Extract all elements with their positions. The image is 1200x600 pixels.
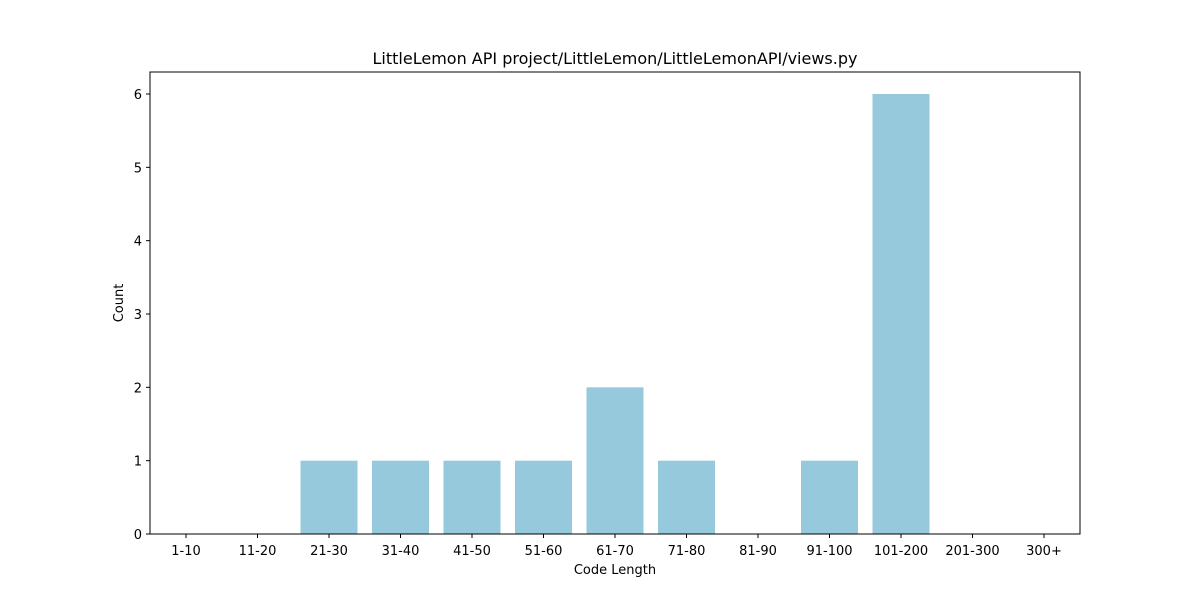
x-tick-label-21-30: 21-30 xyxy=(310,544,348,559)
x-axis-label: Code Length xyxy=(574,563,656,578)
y-tick-label-5: 5 xyxy=(134,161,142,176)
x-tick-label-101-200: 101-200 xyxy=(874,544,928,559)
x-tick-label-71-80: 71-80 xyxy=(668,544,706,559)
y-tick-label-3: 3 xyxy=(134,308,142,323)
bar-31-40 xyxy=(372,460,429,534)
bar-41-50 xyxy=(443,460,501,534)
bar-91-100 xyxy=(801,460,858,534)
x-tick-label-91-100: 91-100 xyxy=(806,544,852,559)
y-tick-label-2: 2 xyxy=(134,381,142,396)
x-tick-label-11-20: 11-20 xyxy=(239,544,277,559)
chart-title: LittleLemon API project/LittleLemon/Litt… xyxy=(373,49,858,68)
y-tick-label-4: 4 xyxy=(134,235,142,250)
bar-21-30 xyxy=(300,460,358,534)
x-tick-label-61-70: 61-70 xyxy=(596,544,634,559)
y-axis: 0 1 2 3 4 5 6 xyxy=(134,88,150,543)
bar-61-70 xyxy=(586,387,644,534)
y-tick-label-0: 0 xyxy=(134,528,142,543)
x-tick-label-41-50: 41-50 xyxy=(453,544,491,559)
bar-71-80 xyxy=(658,460,715,534)
x-tick-label-1-10: 1-10 xyxy=(171,544,201,559)
bar-101-200 xyxy=(872,94,930,534)
y-tick-label-6: 6 xyxy=(134,88,142,103)
y-axis-label: Count xyxy=(112,284,127,323)
x-tick-label-31-40: 31-40 xyxy=(382,544,420,559)
x-tick-label-51-60: 51-60 xyxy=(525,544,563,559)
y-tick-label-1: 1 xyxy=(134,455,142,470)
bars-group xyxy=(300,94,930,534)
bar-51-60 xyxy=(515,460,572,534)
x-tick-label-300: 300+ xyxy=(1026,544,1062,559)
x-tick-label-201-300: 201-300 xyxy=(945,544,999,559)
x-tick-label-81-90: 81-90 xyxy=(739,544,777,559)
x-axis: 1-10 11-20 21-30 31-40 41-50 51-60 61-70 71-80 8… xyxy=(171,534,1062,559)
